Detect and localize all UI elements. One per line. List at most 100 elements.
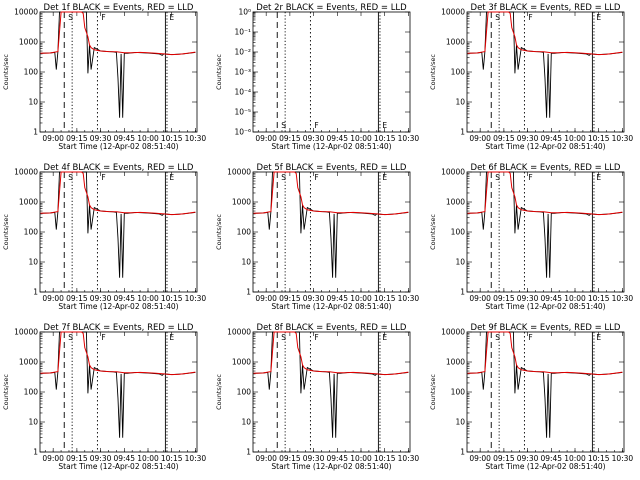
y-tick-label: 100 [24, 388, 39, 397]
x-tick-label: 10:15 [588, 454, 610, 463]
events-series-line [253, 171, 409, 278]
x-axis-label: Start Time (12-Apr-02 08:51:40) [58, 462, 178, 471]
plot-frame [39, 171, 198, 293]
panel-title: Det 8f BLACK = Events, RED = LLD [257, 323, 407, 333]
flag-label: F [314, 173, 318, 182]
x-tick-label: 09:00 [42, 294, 64, 303]
y-tick-label: 1 [246, 288, 251, 297]
y-tick-label: 10000 [227, 328, 251, 337]
y-tick-label: 100 [237, 388, 252, 397]
y-tick-label: 10⁻² [234, 48, 251, 57]
x-tick-label: 09:00 [255, 454, 277, 463]
x-tick-label: 09:00 [469, 294, 491, 303]
plot-frame [466, 331, 625, 453]
x-tick-label: 09:15 [493, 454, 515, 463]
panel-title: Det 7f BLACK = Events, RED = LLD [44, 323, 194, 333]
events-series-line [40, 171, 196, 278]
panel-title: Det 1f BLACK = Events, RED = LLD [44, 3, 194, 13]
y-tick-label: 10 [455, 98, 465, 107]
x-tick-label: 09:15 [493, 294, 515, 303]
y-tick-label: 10000 [14, 328, 38, 337]
lld-series-line [253, 171, 409, 216]
lld-series-line [253, 331, 409, 376]
flag-label: S [68, 333, 73, 342]
flag-label: S [281, 333, 286, 342]
plot-frame [39, 11, 198, 133]
x-tick-label: 09:15 [279, 134, 301, 143]
x-tick-label: 10:15 [588, 294, 610, 303]
x-tick-label: 09:30 [303, 134, 325, 143]
x-axis-label: Start Time (12-Apr-02 08:51:40) [485, 462, 605, 471]
x-tick-label: 10:00 [350, 294, 372, 303]
y-tick-label: 10 [28, 98, 38, 107]
y-tick-label: 10 [455, 418, 465, 427]
panel-title: Det 4f BLACK = Events, RED = LLD [44, 163, 194, 173]
x-tick-label: 09:30 [517, 454, 539, 463]
x-tick-label: 10:30 [612, 134, 634, 143]
events-series-line [40, 331, 196, 438]
y-tick-label: 10000 [14, 168, 38, 177]
x-tick-label: 09:45 [540, 454, 562, 463]
x-tick-label: 09:45 [326, 134, 348, 143]
x-tick-label: 10:00 [137, 294, 159, 303]
x-tick-label: 09:45 [326, 294, 348, 303]
panel-title: Det 5f BLACK = Events, RED = LLD [257, 163, 407, 173]
y-tick-label: 1 [33, 128, 38, 137]
y-tick-label: 1 [33, 448, 38, 457]
flag-label: S [281, 173, 286, 182]
x-tick-label: 10:00 [564, 454, 586, 463]
plot-frame [252, 11, 411, 133]
events-series-line [467, 171, 623, 278]
flag-label: E [596, 13, 601, 22]
x-axis-label: Start Time (12-Apr-02 08:51:40) [485, 302, 605, 311]
flag-label: F [101, 173, 105, 182]
plot-frame [466, 171, 625, 293]
flag-label: F [528, 13, 532, 22]
lld-series-line [467, 11, 623, 56]
detector-panel: Det 4f BLACK = Events, RED = LLD 09:00 09:… [2, 163, 206, 311]
panel-title: Det 2r BLACK = Events, RED = LLD [256, 3, 407, 13]
x-tick-label: 09:00 [255, 134, 277, 143]
flag-label: S [68, 173, 73, 182]
x-tick-label: 09:45 [113, 454, 135, 463]
y-tick-label: 100 [237, 228, 252, 237]
y-axis-label: Counts/sec [215, 214, 223, 250]
x-tick-label: 09:15 [66, 294, 88, 303]
events-series-line [253, 331, 409, 438]
y-tick-label: 10000 [227, 168, 251, 177]
x-axis-label: Start Time (12-Apr-02 08:51:40) [58, 142, 178, 151]
detector-panel: Det 1f BLACK = Events, RED = LLD 09:00 09:… [2, 3, 206, 151]
x-axis-label: Start Time (12-Apr-02 08:51:40) [58, 302, 178, 311]
events-series-line [40, 11, 196, 118]
x-tick-label: 10:30 [612, 454, 634, 463]
lld-series-line [40, 11, 196, 56]
flag-label: E [382, 173, 387, 182]
x-tick-label: 10:00 [564, 294, 586, 303]
x-tick-label: 09:45 [540, 294, 562, 303]
y-tick-label: 1000 [19, 38, 38, 47]
plot-frame [39, 331, 198, 453]
x-tick-label: 09:00 [42, 134, 64, 143]
x-tick-label: 09:15 [66, 134, 88, 143]
y-tick-label: 10 [28, 418, 38, 427]
y-tick-label: 10000 [441, 168, 465, 177]
y-tick-label: 100 [451, 68, 466, 77]
y-tick-label: 100 [24, 68, 39, 77]
lld-series-line [40, 171, 196, 216]
x-tick-label: 09:30 [303, 294, 325, 303]
flag-label: E [596, 333, 601, 342]
y-tick-label: 1000 [446, 38, 465, 47]
x-tick-label: 10:15 [374, 454, 396, 463]
y-tick-label: 1 [460, 288, 465, 297]
x-tick-label: 10:30 [185, 454, 207, 463]
x-tick-label: 09:30 [517, 294, 539, 303]
y-tick-label: 10⁻⁵ [234, 108, 251, 117]
x-tick-label: 09:30 [517, 134, 539, 143]
plot-frame [252, 331, 411, 453]
